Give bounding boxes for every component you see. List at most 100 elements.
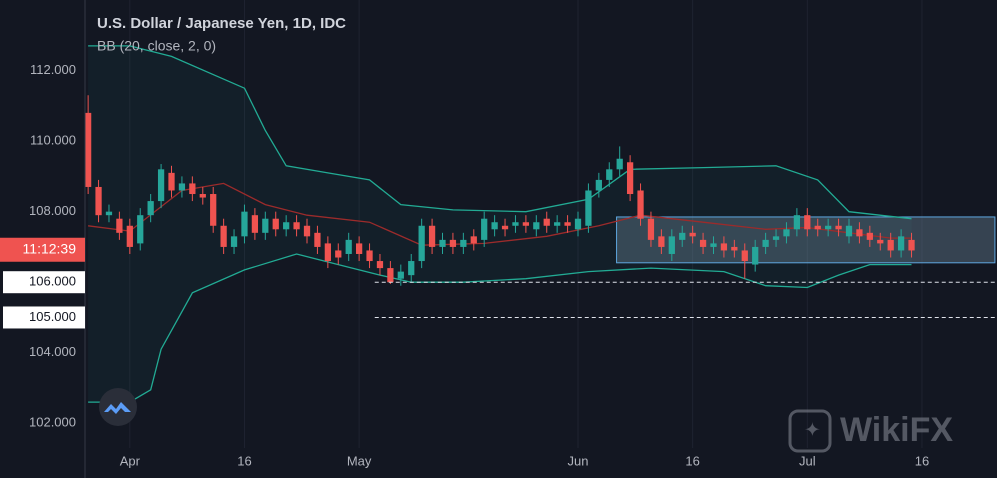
bollinger-band — [88, 45, 912, 220]
candle-body — [845, 225, 853, 237]
candle-body — [783, 229, 790, 237]
countdown-label: 11:12:39 — [23, 240, 77, 256]
y-tick-label: 104.000 — [29, 344, 76, 359]
candle-body — [710, 243, 717, 247]
candle-body — [345, 239, 352, 254]
candle-body — [241, 211, 248, 237]
chart-title: U.S. Dollar / Japanese Yen, 1D, IDC — [97, 15, 346, 32]
candle-body — [397, 271, 404, 279]
candle-body — [741, 250, 748, 262]
candle-body — [449, 239, 457, 247]
candle-body — [408, 261, 415, 276]
price-label: 105.000 — [29, 309, 76, 324]
candle-body — [626, 162, 634, 195]
logo — [99, 388, 137, 426]
candle-body — [366, 250, 373, 262]
candle-body — [585, 190, 592, 226]
candle-body — [95, 186, 102, 216]
candle-body — [460, 239, 467, 247]
watermark: ✦ WikiFX — [788, 409, 953, 453]
candle-body — [679, 232, 686, 240]
candle-body — [856, 229, 863, 237]
candle-body — [658, 236, 665, 247]
candle-body — [376, 261, 384, 269]
candle-body — [762, 239, 769, 247]
candle-body — [137, 215, 144, 244]
axes: 102.000 104.000 108.000 110.000 112.000 Apr 16… — [0, 62, 929, 468]
candle-body — [720, 243, 728, 251]
candle-body — [324, 243, 331, 262]
watermark-icon: ✦ — [804, 419, 821, 441]
candle-body — [512, 222, 519, 226]
candle-body — [262, 218, 269, 233]
candle-body — [616, 158, 623, 170]
candle-body — [293, 222, 300, 230]
candle-body — [470, 236, 477, 244]
bollinger-band — [88, 253, 912, 403]
candle-body — [355, 243, 363, 254]
candle-body — [731, 246, 738, 251]
chart-subtitle: BB (20, close, 2, 0) — [97, 38, 216, 54]
candle-body — [897, 236, 905, 251]
candle-body — [126, 225, 133, 247]
candle-body — [835, 225, 842, 230]
candle-body — [335, 250, 342, 258]
y-tick-label: 110.000 — [30, 133, 76, 148]
candle-body — [866, 232, 873, 240]
price-label-box — [3, 306, 85, 329]
candle-body — [574, 218, 582, 230]
candle-body — [147, 201, 154, 216]
candle-body — [439, 239, 446, 247]
candle-body — [554, 222, 561, 226]
candle-body — [105, 211, 113, 216]
candle-body — [887, 239, 894, 251]
candle-body — [564, 222, 571, 226]
y-tick-label: 108.000 — [29, 203, 76, 218]
candle-body — [428, 225, 436, 247]
band-fill — [88, 45, 912, 403]
candle-body — [210, 194, 217, 226]
candle-body — [272, 218, 279, 230]
x-tick-label: Jul — [799, 453, 816, 468]
candle-body — [199, 194, 206, 198]
candle-body — [168, 172, 175, 191]
candle-body — [251, 215, 259, 233]
candle-body — [814, 225, 821, 230]
candle-body — [283, 222, 290, 230]
x-tick-label: Apr — [120, 453, 141, 468]
candle-body — [699, 239, 707, 247]
candle-body — [157, 169, 165, 202]
candle-body — [481, 218, 488, 240]
candle-body — [647, 218, 655, 240]
price-label-box — [3, 271, 85, 294]
x-tick-label: 16 — [237, 453, 251, 468]
candle-body — [533, 222, 540, 230]
candle-body — [85, 112, 92, 187]
candle-body — [606, 169, 613, 180]
candle-body — [491, 222, 498, 230]
candle-body — [752, 246, 759, 265]
candle-body — [772, 236, 780, 240]
candle-body — [220, 225, 227, 247]
candle-body — [908, 239, 915, 251]
candle-body — [189, 183, 196, 195]
candle-body — [825, 225, 832, 230]
candle-body — [116, 218, 123, 233]
countdown-box — [0, 237, 85, 262]
plot — [85, 45, 997, 403]
candle-body — [387, 268, 394, 283]
candle-body — [303, 225, 311, 237]
watermark-text: WikiFX — [840, 411, 953, 449]
candle-body — [804, 215, 811, 230]
y-tick-label: 102.000 — [29, 415, 76, 430]
candle-body — [637, 190, 644, 219]
candle-body — [543, 218, 550, 226]
x-tick-label: 16 — [915, 453, 929, 468]
x-tick-label: Jun — [568, 453, 589, 468]
candle-body — [877, 239, 884, 244]
bollinger-band — [88, 182, 912, 246]
candle-body — [522, 222, 530, 226]
candle-body — [178, 183, 186, 191]
candle-body — [668, 236, 675, 254]
